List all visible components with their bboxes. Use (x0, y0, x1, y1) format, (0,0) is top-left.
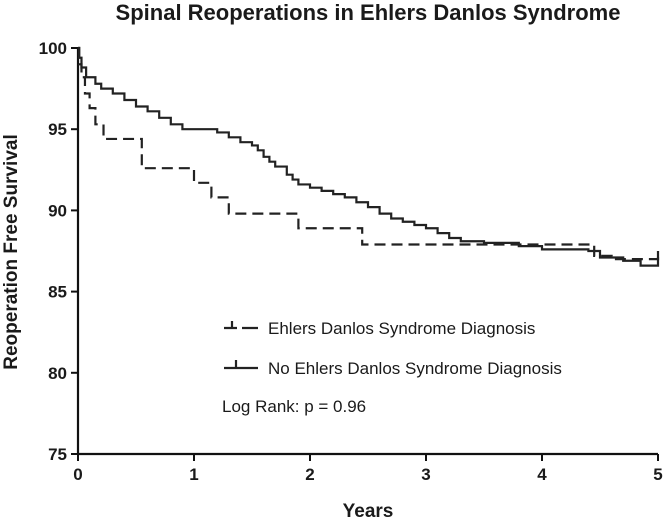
y-tick-label: 85 (48, 283, 67, 302)
x-tick-label: 5 (653, 465, 662, 484)
legend-item-eds: Ehlers Danlos Syndrome Diagnosis (224, 319, 535, 338)
y-tick-label: 100 (39, 39, 67, 58)
legend: Ehlers Danlos Syndrome Diagnosis No Ehle… (224, 319, 562, 378)
y-tick-label: 80 (48, 364, 67, 383)
legend-label-eds: Ehlers Danlos Syndrome Diagnosis (268, 319, 535, 338)
legend-label-no-eds: No Ehlers Danlos Syndrome Diagnosis (268, 359, 562, 378)
x-axis-label: Years (343, 501, 394, 518)
legend-solid-line-icon (224, 360, 258, 370)
y-tick-label: 90 (48, 201, 67, 220)
series-line-no-eds (78, 46, 660, 267)
chart-title: Spinal Reoperations in Ehlers Danlos Syn… (116, 0, 621, 25)
log-rank-annotation: Log Rank: p = 0.96 (222, 397, 366, 416)
x-tick-label: 4 (537, 465, 547, 484)
legend-item-no-eds: No Ehlers Danlos Syndrome Diagnosis (224, 359, 562, 378)
y-tick-label: 75 (48, 445, 67, 464)
x-tick-label: 3 (421, 465, 430, 484)
y-tick-label: 95 (48, 120, 67, 139)
x-tick-label: 0 (73, 465, 82, 484)
x-tick-label: 2 (305, 465, 314, 484)
y-axis-label: Reoperation Free Survival (1, 134, 22, 369)
series-line-eds (78, 46, 660, 261)
survival-curves (78, 46, 660, 267)
legend-dashed-line-icon (224, 321, 258, 330)
axes: 75 80 85 90 95 100 0 1 2 3 4 5 (39, 39, 663, 484)
x-tick-label: 1 (189, 465, 198, 484)
